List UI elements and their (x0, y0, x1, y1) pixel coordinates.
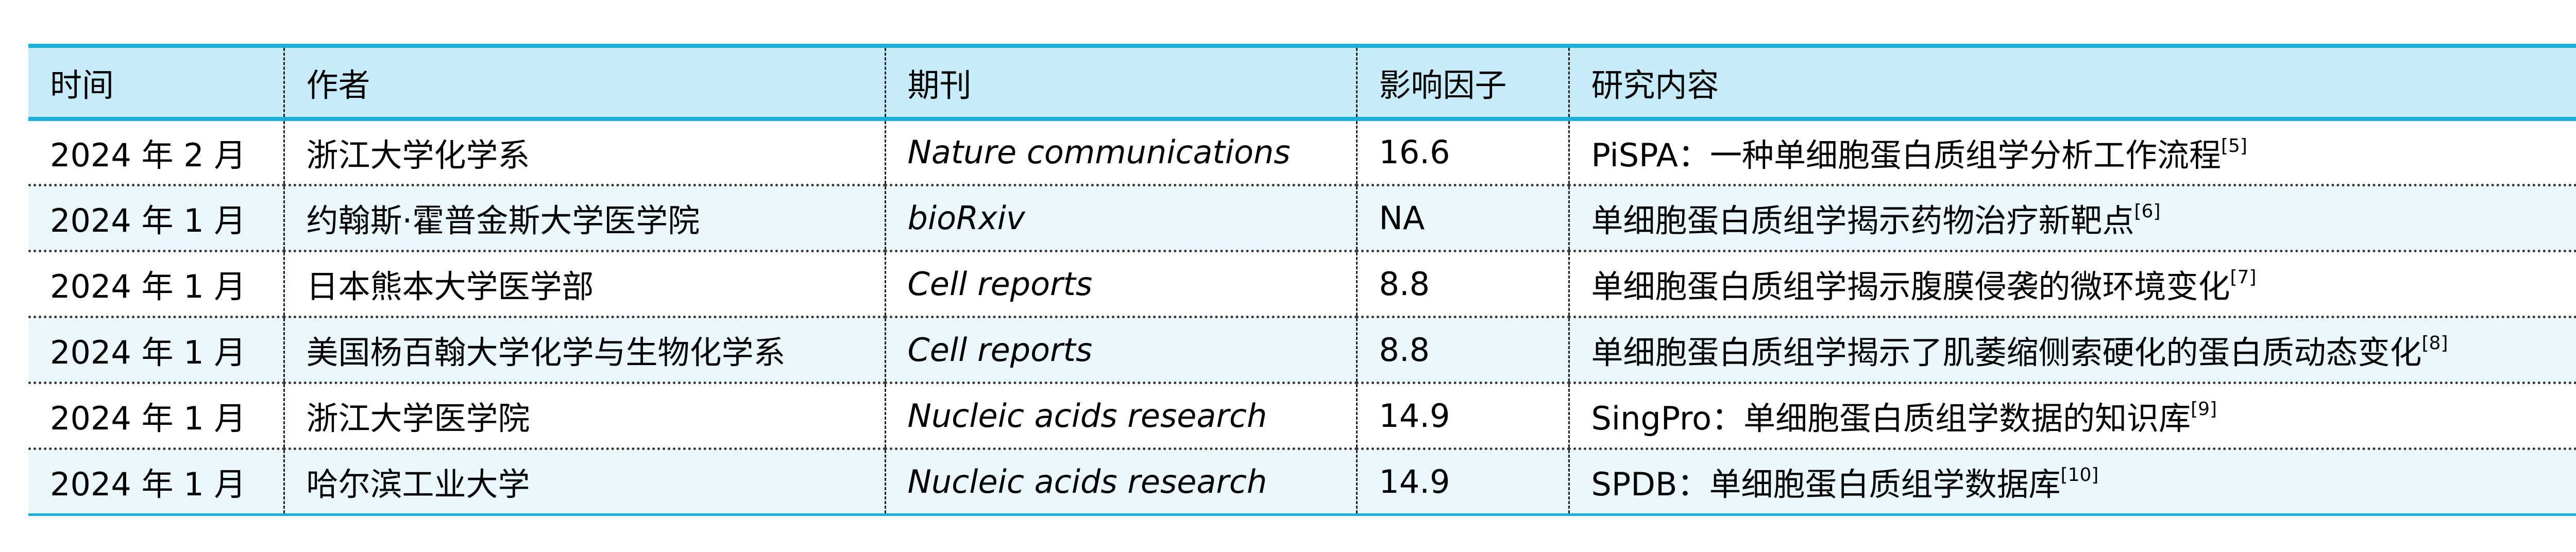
header-author: 作者 (283, 46, 885, 119)
journal-cell: Nucleic acids research (884, 449, 1357, 514)
author-cell: 日本熊本大学医学部 (283, 251, 885, 317)
journal-cell: Cell reports (884, 317, 1357, 383)
content-cell: PiSPA：一种单细胞蛋白质组学分析工作流程[5] (1568, 119, 2576, 185)
content-cell: SPDB：单细胞蛋白质组学数据库[10] (1568, 449, 2576, 514)
author-cell: 美国杨百翰大学化学与生物化学系 (283, 317, 885, 383)
table-row: 2024 年 1 月日本熊本大学医学部 Cell reports 8.8 单细胞蛋白质… (28, 251, 2576, 317)
impact-factor-cell: 14.9 (1355, 383, 1569, 449)
impact-factor-cell: NA (1355, 185, 1569, 251)
reference-link[interactable]: [9] (2191, 399, 2217, 420)
table-row: 2024 年 1 月美国杨百翰大学化学与生物化学系 Cell reports 8.8… (28, 317, 2576, 383)
content-cell: 单细胞蛋白质组学揭示药物治疗新靶点[6] (1568, 185, 2576, 251)
reference-link[interactable]: [7] (2230, 267, 2257, 288)
content-cell: 单细胞蛋白质组学揭示了肌萎缩侧索硬化的蛋白质动态变化[8] (1568, 317, 2576, 383)
table-row: 2024 年 1 月约翰斯·霍普金斯大学医学院 bioRxiv NA 单细胞蛋白质组学… (28, 185, 2576, 251)
journal-cell: Cell reports (884, 251, 1357, 317)
header-journal: 期刊 (884, 46, 1357, 119)
content-cell: SingPro：单细胞蛋白质组学数据的知识库[9] (1568, 383, 2576, 449)
content-text: SPDB：单细胞蛋白质组学数据库 (1591, 465, 2061, 503)
content-text: SingPro：单细胞蛋白质组学数据的知识库 (1591, 400, 2191, 437)
table-row: 2024 年 1 月浙江大学医学院 Nucleic acids research 1… (28, 383, 2576, 449)
journal-cell: Nucleic acids research (884, 383, 1357, 449)
table-row: 2024 年 2 月浙江大学化学系 Nature communications 16… (28, 119, 2576, 185)
table-row: 2024 年 1 月哈尔滨工业大学 Nucleic acids research 1… (28, 449, 2576, 514)
time-cell: 2024 年 1 月 (50, 202, 246, 239)
reference-link[interactable]: [6] (2134, 201, 2161, 222)
impact-factor-cell: 8.8 (1355, 251, 1569, 317)
impact-factor-cell: 8.8 (1355, 317, 1569, 383)
time-cell: 2024 年 1 月 (50, 465, 246, 503)
time-cell: 2024 年 1 月 (50, 334, 246, 371)
content-text: PiSPA：一种单细胞蛋白质组学分析工作流程 (1591, 136, 2221, 174)
content-text: 单细胞蛋白质组学揭示药物治疗新靶点 (1591, 202, 2134, 239)
time-cell: 2024 年 1 月 (50, 268, 246, 305)
reference-link[interactable]: [8] (2421, 333, 2448, 354)
time-cell: 2024 年 1 月 (50, 400, 246, 437)
header-content: 研究内容 (1568, 46, 2576, 119)
impact-factor-cell: 16.6 (1355, 119, 1569, 185)
content-cell: 单细胞蛋白质组学揭示腹膜侵袭的微环境变化[7] (1568, 251, 2576, 317)
author-cell: 浙江大学医学院 (283, 383, 885, 449)
reference-link[interactable]: [10] (2060, 464, 2099, 486)
content-text: 单细胞蛋白质组学揭示了肌萎缩侧索硬化的蛋白质动态变化 (1591, 334, 2422, 371)
journal-cell: Nature communications (884, 119, 1357, 185)
author-cell: 哈尔滨工业大学 (283, 449, 885, 514)
author-cell: 约翰斯·霍普金斯大学医学院 (283, 185, 885, 251)
publications-table: 时间 作者 期刊 影响因子 研究内容 2024 年 2 月浙江大学化学系 Natu… (28, 44, 2576, 516)
time-cell: 2024 年 2 月 (50, 136, 246, 174)
header-time: 时间 (50, 66, 114, 104)
journal-cell: bioRxiv (884, 185, 1357, 251)
reference-link[interactable]: [5] (2221, 135, 2247, 157)
author-cell: 浙江大学化学系 (283, 119, 885, 185)
content-text: 单细胞蛋白质组学揭示腹膜侵袭的微环境变化 (1591, 268, 2230, 305)
impact-factor-cell: 14.9 (1355, 449, 1569, 514)
header-row: 时间 作者 期刊 影响因子 研究内容 (28, 46, 2576, 119)
header-impact-factor: 影响因子 (1355, 46, 1569, 119)
